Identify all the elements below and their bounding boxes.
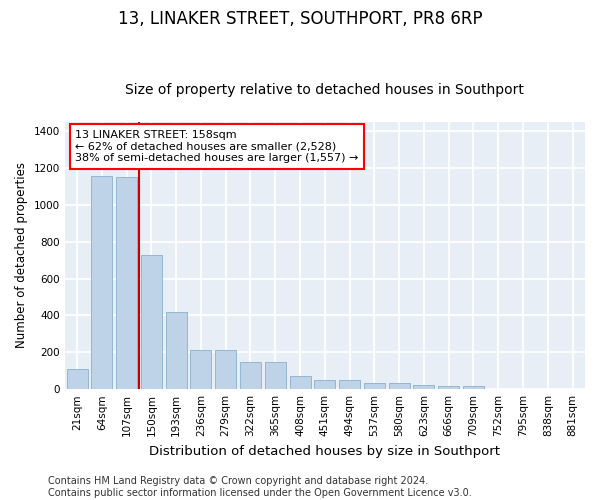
Bar	[265, 362, 286, 389]
Y-axis label: Number of detached properties: Number of detached properties	[15, 162, 28, 348]
Bar	[190, 350, 211, 389]
Title: Size of property relative to detached houses in Southport: Size of property relative to detached ho…	[125, 83, 524, 97]
Bar	[364, 383, 385, 389]
Bar	[314, 380, 335, 389]
Bar	[166, 312, 187, 389]
Bar	[389, 383, 410, 389]
Bar	[463, 386, 484, 389]
Bar	[67, 369, 88, 389]
Text: 13, LINAKER STREET, SOUTHPORT, PR8 6RP: 13, LINAKER STREET, SOUTHPORT, PR8 6RP	[118, 10, 482, 28]
Text: 13 LINAKER STREET: 158sqm
← 62% of detached houses are smaller (2,528)
38% of se: 13 LINAKER STREET: 158sqm ← 62% of detac…	[75, 130, 358, 163]
Bar	[413, 386, 434, 389]
Bar	[215, 350, 236, 389]
Bar	[339, 380, 360, 389]
Bar	[91, 176, 112, 389]
Bar	[290, 376, 311, 389]
Bar	[116, 177, 137, 389]
Text: Contains HM Land Registry data © Crown copyright and database right 2024.
Contai: Contains HM Land Registry data © Crown c…	[48, 476, 472, 498]
Bar	[240, 362, 261, 389]
X-axis label: Distribution of detached houses by size in Southport: Distribution of detached houses by size …	[149, 444, 500, 458]
Bar	[141, 254, 162, 389]
Bar	[438, 386, 459, 389]
